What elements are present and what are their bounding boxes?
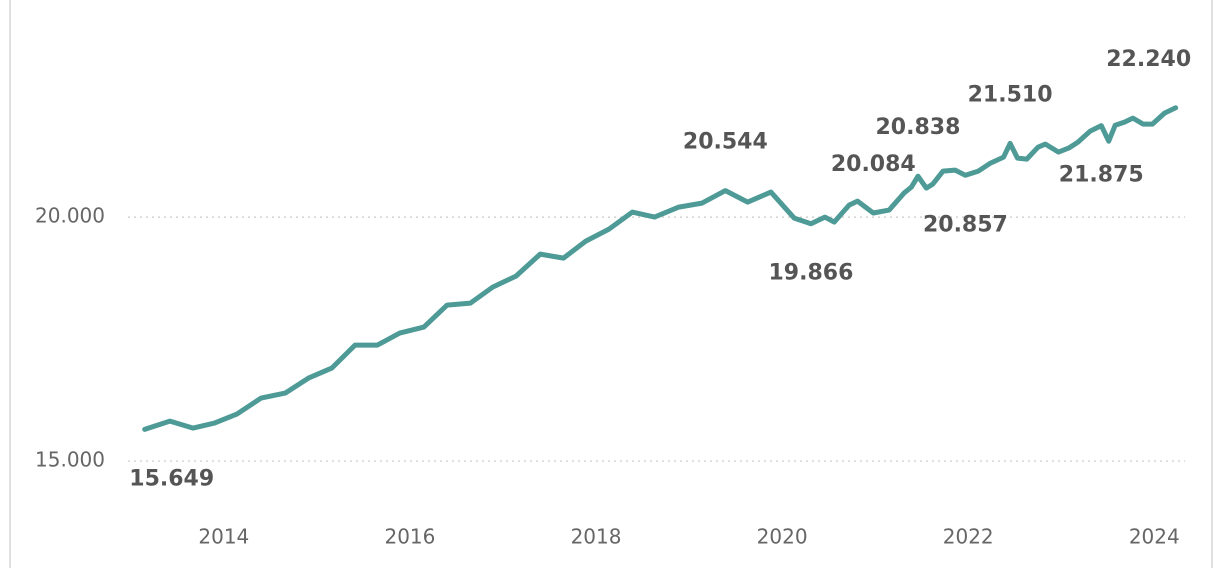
x-tick-label: 2016 xyxy=(384,525,435,549)
y-tick-label: 15.000 xyxy=(35,448,105,472)
data-label: 22.240 xyxy=(1106,47,1191,72)
data-label: 19.866 xyxy=(769,261,854,286)
data-label: 20.857 xyxy=(923,212,1008,237)
x-tick-label: 2022 xyxy=(943,525,994,549)
x-tick-label: 2020 xyxy=(757,525,808,549)
data-label: 20.084 xyxy=(831,152,916,177)
x-tick-label: 2024 xyxy=(1129,525,1180,549)
data-label: 20.544 xyxy=(683,130,768,155)
x-tick-label: 2014 xyxy=(198,525,249,549)
y-tick-label: 20.000 xyxy=(35,204,105,228)
data-label: 15.649 xyxy=(129,466,214,491)
x-tick-label: 2018 xyxy=(571,525,622,549)
data-label: 21.510 xyxy=(968,82,1053,107)
line xyxy=(142,105,1179,432)
data-label: 20.838 xyxy=(876,115,961,140)
data-label: 21.875 xyxy=(1059,163,1144,188)
